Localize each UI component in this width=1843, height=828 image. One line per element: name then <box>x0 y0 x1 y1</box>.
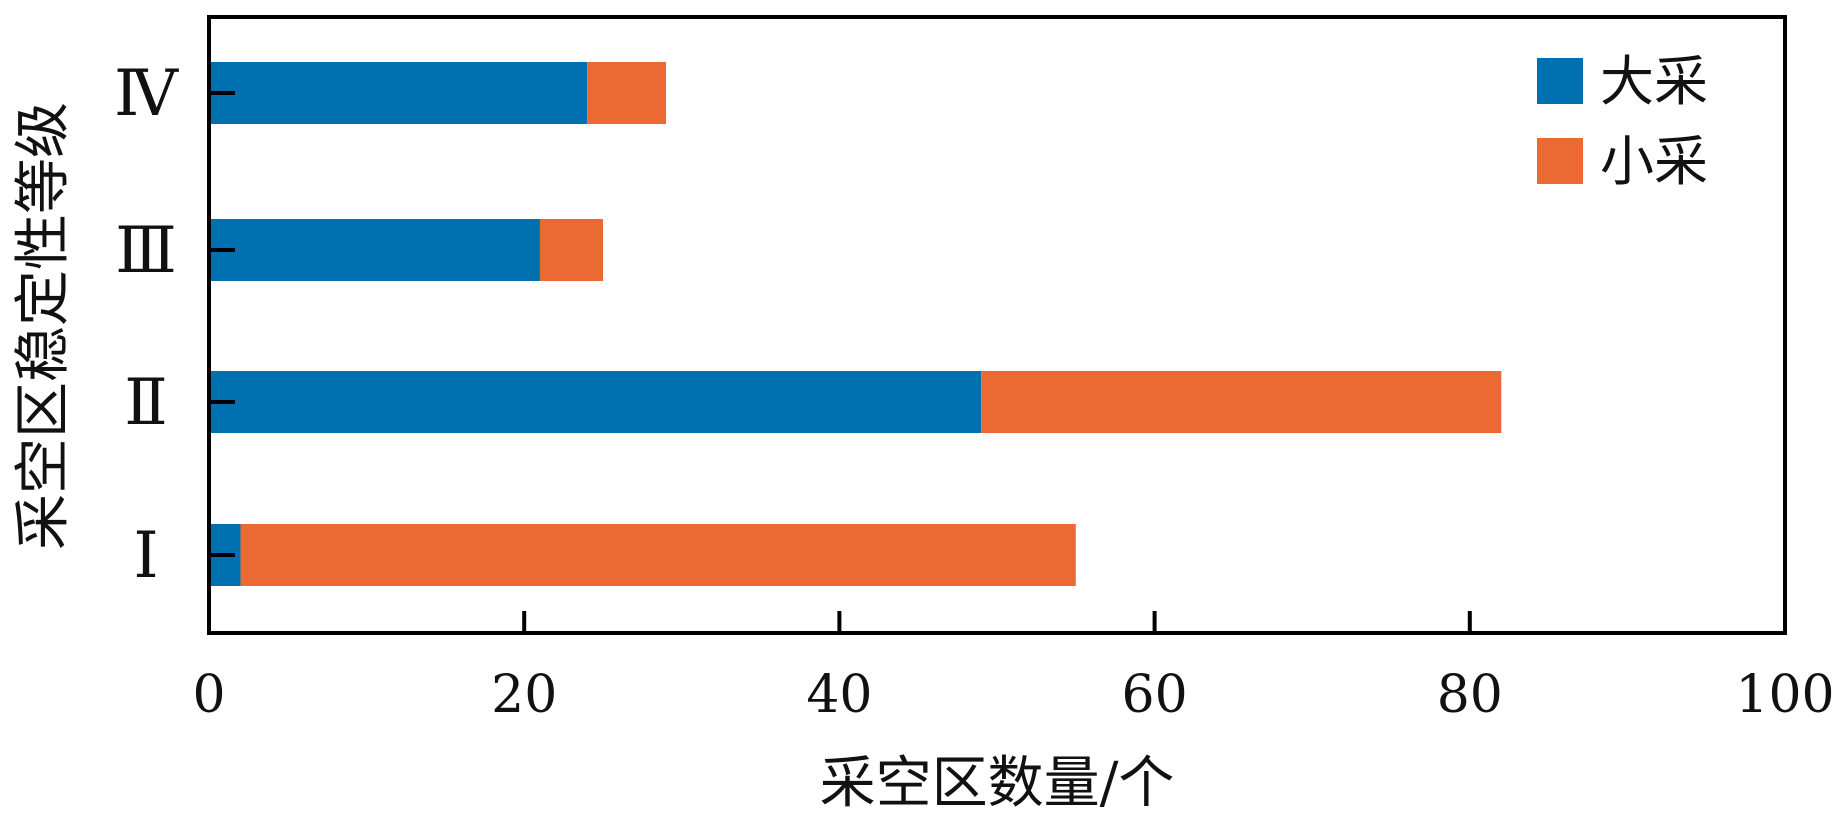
legend-label: 小采 <box>1600 130 1708 193</box>
plot-frame <box>207 15 1787 635</box>
bar-xiaocai-level-2 <box>981 371 1502 433</box>
y-tick-label: Ⅳ <box>114 57 179 131</box>
x-tick-label: 80 <box>1437 665 1503 725</box>
legend-swatch <box>1537 58 1583 104</box>
bar-dacai-level-2 <box>209 371 982 433</box>
x-tick-label: 60 <box>1122 665 1188 725</box>
x-tick-label: 0 <box>192 665 225 725</box>
bar-dacai-level-4 <box>209 62 588 124</box>
bar-dacai-level-3 <box>209 219 540 281</box>
legend-label: 大采 <box>1600 50 1708 113</box>
bar-xiaocai-level-3 <box>539 219 603 281</box>
x-tick-label: 40 <box>806 665 872 725</box>
bar-xiaocai-level-4 <box>587 62 667 124</box>
y-tick-label: Ⅱ <box>124 366 168 440</box>
bars-layer <box>209 62 1502 586</box>
x-ticks-layer: 0 20 40 60 80 100 <box>192 611 1835 725</box>
x-axis-label: 采空区数量/个 <box>820 751 1175 816</box>
bar-xiaocai-level-1 <box>240 524 1076 586</box>
y-ticks-layer: Ⅰ Ⅱ Ⅲ Ⅳ <box>114 57 235 593</box>
x-tick-label: 20 <box>491 665 557 725</box>
y-axis-label: 采空区稳定性等级 <box>11 102 76 550</box>
y-tick-label: Ⅰ <box>133 519 158 593</box>
legend-swatch <box>1537 138 1583 184</box>
y-tick-label: Ⅲ <box>115 214 177 288</box>
x-tick-label: 100 <box>1735 665 1834 725</box>
